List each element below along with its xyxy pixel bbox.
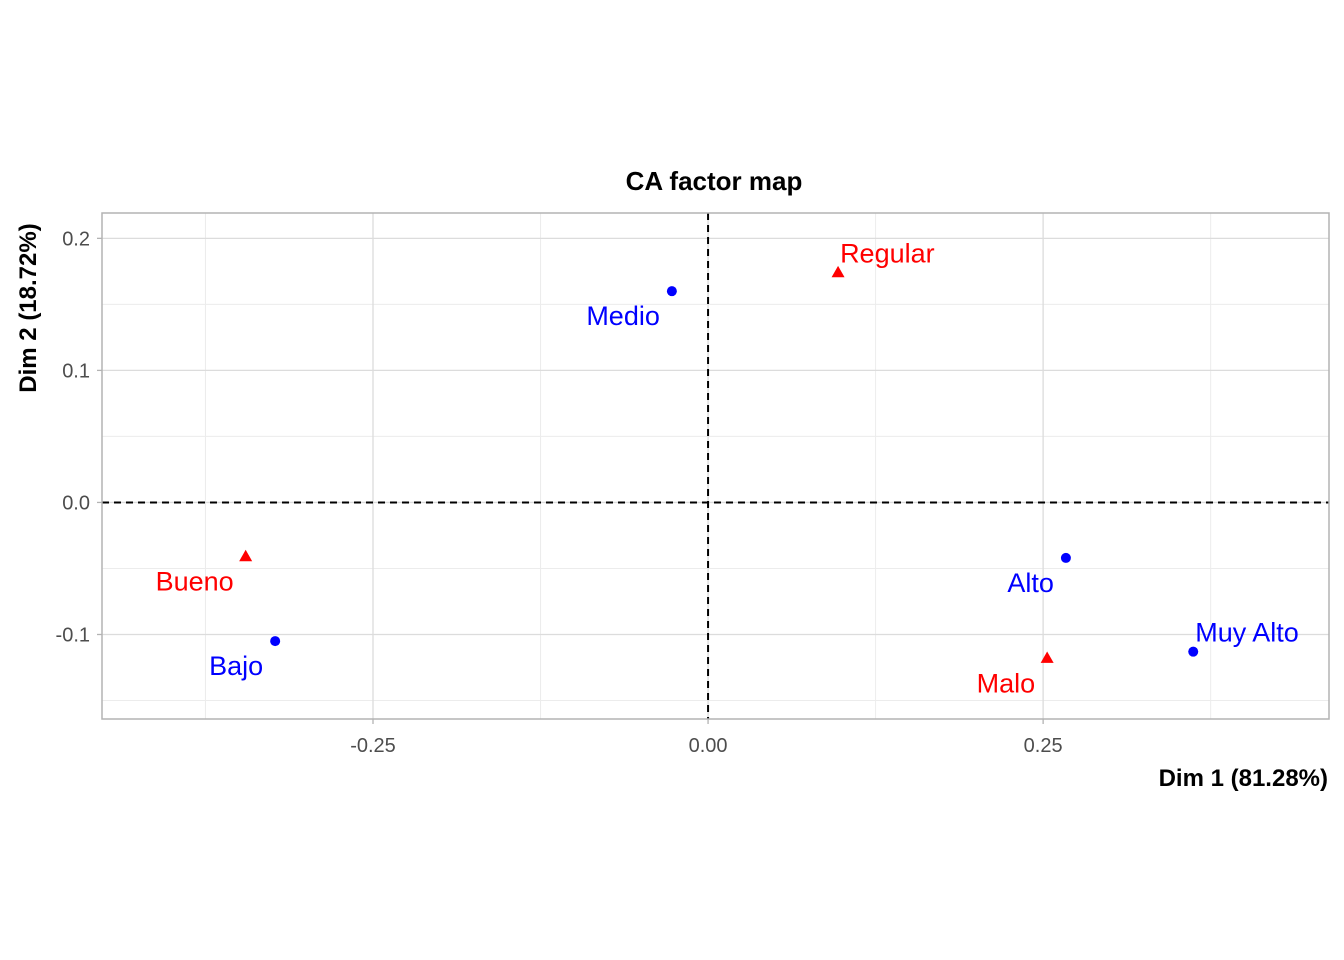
point-label-muy-alto: Muy Alto	[1195, 618, 1299, 648]
x-tick-label: -0.25	[350, 735, 396, 757]
y-axis-title: Dim 2 (18.72%)	[15, 223, 42, 392]
point-regular	[831, 265, 845, 278]
point-label-bueno: Bueno	[156, 567, 234, 597]
chart-title: CA factor map	[626, 166, 803, 196]
point-label-alto: Alto	[1007, 568, 1054, 598]
plot-panel-border	[101, 212, 1330, 720]
point-bueno	[239, 549, 253, 562]
major-gridlines	[102, 213, 1329, 719]
y-tick-label: 0.0	[62, 492, 90, 514]
point-malo	[1040, 651, 1054, 663]
x-axis-title: Dim 1 (81.28%)	[1159, 765, 1328, 792]
point-medio	[666, 286, 677, 297]
point-label-medio: Medio	[586, 301, 660, 331]
y-tick-label: 0.2	[62, 228, 90, 250]
point-labels: Medio Bajo Alto Muy Alto Regular Bueno Malo	[156, 239, 1299, 699]
x-axis-ticks: -0.25 0.00 0.25	[350, 719, 1063, 757]
point-label-bajo: Bajo	[209, 651, 263, 681]
x-tick-label: 0.25	[1024, 735, 1063, 757]
point-alto	[1060, 552, 1071, 563]
y-tick-label: 0.1	[62, 360, 90, 382]
minor-gridlines	[102, 213, 1329, 719]
data-points	[239, 265, 1199, 663]
zero-reference-lines	[102, 213, 1329, 719]
y-tick-label: -0.1	[56, 624, 90, 646]
point-label-malo: Malo	[977, 668, 1036, 698]
point-muy-alto	[1188, 646, 1199, 657]
point-bajo	[270, 636, 281, 647]
x-tick-label: 0.00	[689, 735, 728, 757]
point-label-regular: Regular	[840, 239, 935, 269]
y-axis-ticks: -0.1 0.0 0.1 0.2	[56, 228, 102, 646]
